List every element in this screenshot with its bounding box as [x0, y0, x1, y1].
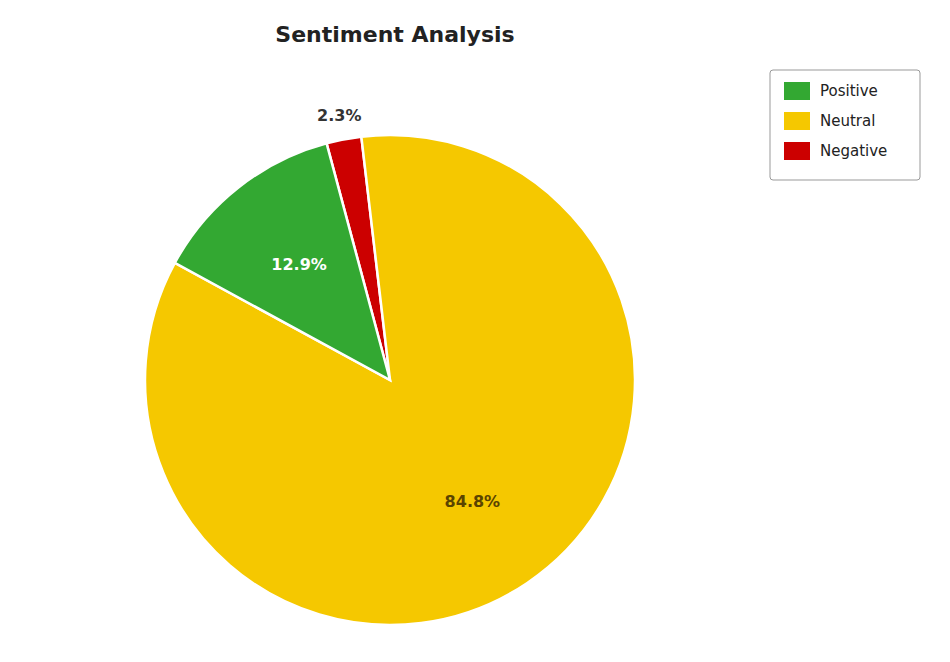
- legend-item: Neutral: [784, 112, 875, 130]
- legend-swatch: [784, 82, 810, 100]
- data-labels: 2.3% 84.8% 12.9%: [271, 106, 500, 511]
- legend-item: Negative: [784, 142, 887, 160]
- data-label: 12.9%: [271, 255, 327, 274]
- legend-label: Negative: [820, 142, 887, 160]
- data-label: 2.3%: [317, 106, 361, 125]
- chart: Sentiment Analysis 2.3% 84.8% 12.9% Positive…: [0, 0, 950, 662]
- legend: Positive Neutral Negative: [770, 70, 920, 180]
- legend-frame: [770, 70, 920, 180]
- pie-slice: [175, 143, 390, 380]
- legend-swatch: [784, 142, 810, 160]
- pie: [145, 135, 635, 625]
- legend-item: Positive: [784, 82, 878, 100]
- legend-swatch: [784, 112, 810, 130]
- legend-label: Neutral: [820, 112, 875, 130]
- title: Sentiment Analysis: [275, 22, 514, 47]
- data-label: 84.8%: [445, 492, 501, 511]
- pie-slice: [145, 135, 635, 625]
- legend-label: Positive: [820, 82, 878, 100]
